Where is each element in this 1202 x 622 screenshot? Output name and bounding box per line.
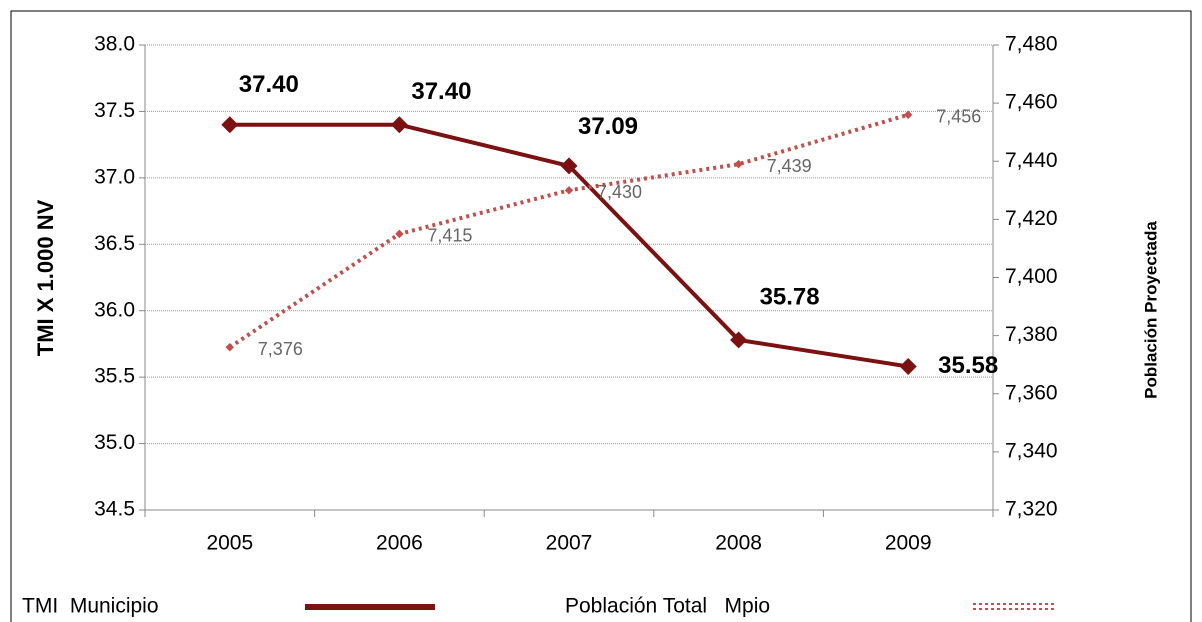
y2-tick-label: 7,340 bbox=[1005, 439, 1058, 462]
y-axis-title: TMI X 1.000 NV bbox=[33, 199, 58, 356]
y2-tick-label: 7,440 bbox=[1005, 149, 1058, 172]
point-marker bbox=[730, 331, 748, 349]
y2-tick-label: 7,380 bbox=[1005, 323, 1058, 346]
y2-tick-label: 7,460 bbox=[1005, 91, 1058, 114]
y-tick-label: 36.0 bbox=[94, 298, 135, 321]
data-label: 7,439 bbox=[767, 156, 812, 176]
data-label: 7,456 bbox=[936, 107, 981, 127]
point-marker bbox=[395, 229, 404, 239]
x-tick-label: 2007 bbox=[546, 532, 593, 555]
data-label: 37.09 bbox=[578, 113, 638, 140]
y2-tick-label: 7,480 bbox=[1005, 33, 1058, 56]
data-label: 35.78 bbox=[760, 283, 820, 310]
y2-tick-label: 7,320 bbox=[1005, 498, 1058, 521]
x-tick-label: 2008 bbox=[715, 532, 762, 555]
point-marker bbox=[899, 358, 917, 375]
point-marker bbox=[560, 157, 578, 175]
point-marker bbox=[734, 159, 743, 169]
y2-tick-label: 7,360 bbox=[1005, 381, 1058, 404]
x-tick-label: 2005 bbox=[206, 532, 253, 555]
y-tick-label: 37.5 bbox=[94, 99, 135, 122]
y2-tick-label: 7,420 bbox=[1005, 207, 1058, 230]
legend-label: Población Total Mpio bbox=[565, 595, 770, 618]
y-tick-label: 34.5 bbox=[94, 498, 135, 521]
y-tick-label: 38.0 bbox=[94, 33, 135, 56]
point-marker bbox=[225, 343, 235, 352]
point-marker bbox=[390, 116, 408, 134]
y-tick-label: 35.0 bbox=[94, 431, 135, 454]
data-label: 37.40 bbox=[239, 71, 299, 98]
point-marker bbox=[221, 116, 239, 134]
series-line bbox=[228, 112, 909, 349]
chart-border bbox=[10, 10, 1192, 622]
data-label: 35.58 bbox=[938, 352, 998, 379]
y2-axis-title: Población Proyectada bbox=[1141, 221, 1160, 399]
y-tick-label: 36.5 bbox=[94, 232, 135, 255]
y-tick-label: 35.5 bbox=[94, 365, 135, 388]
x-tick-label: 2006 bbox=[376, 532, 423, 555]
y-tick-label: 37.0 bbox=[94, 165, 135, 188]
point-marker bbox=[564, 186, 574, 195]
x-tick-label: 2009 bbox=[885, 532, 932, 555]
data-label: 7,415 bbox=[427, 226, 472, 246]
data-label: 7,430 bbox=[597, 182, 642, 202]
data-label: 37.40 bbox=[411, 78, 471, 105]
y2-tick-label: 7,400 bbox=[1005, 265, 1058, 288]
legend-label: TMI Municipio bbox=[22, 595, 159, 618]
data-label: 7,376 bbox=[258, 339, 303, 359]
